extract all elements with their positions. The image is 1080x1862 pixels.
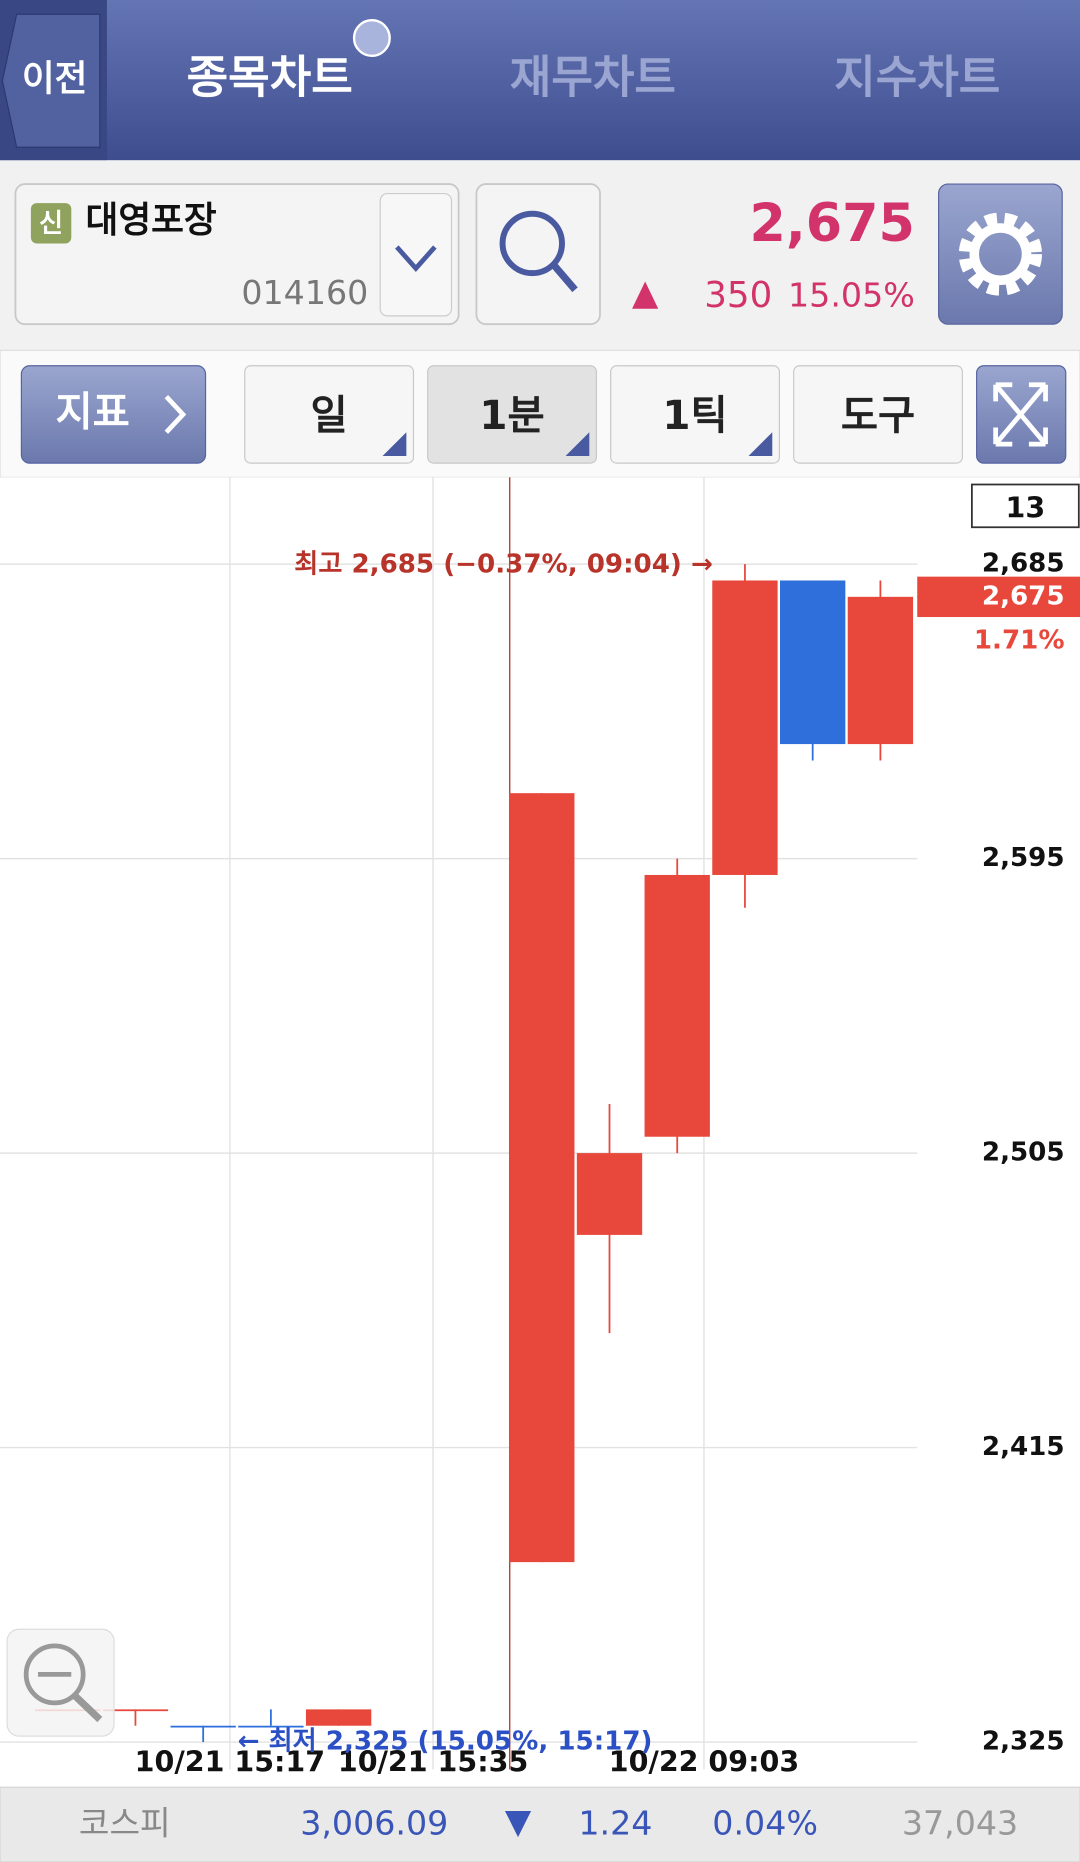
- period-button[interactable]: [793, 365, 963, 464]
- gear-icon: [958, 212, 1042, 296]
- candle-body: [576, 1153, 643, 1235]
- period-label[interactable]: 1분: [479, 392, 544, 439]
- search-icon: [550, 262, 578, 293]
- stock-code: 014160: [241, 273, 368, 312]
- max-annotation: 최고 2,685 (−0.37%, 09:04) →: [294, 550, 713, 580]
- y-tick-label: 2,415: [982, 1432, 1065, 1462]
- period-label[interactable]: 일: [311, 392, 348, 439]
- back-button[interactable]: [1, 13, 101, 148]
- count-box: [970, 483, 1080, 529]
- index-value: 3,006.09: [300, 1804, 448, 1843]
- gear-icon: [969, 223, 1032, 285]
- last-price-label: 2,675: [982, 581, 1065, 611]
- period-label[interactable]: 도구: [841, 392, 915, 439]
- up-arrow: [632, 281, 659, 309]
- fullscreen-icon: [993, 382, 1048, 447]
- toolbar-buttons: 일 1분 1틱 도구: [244, 365, 963, 464]
- sync-icon[interactable]: [352, 19, 391, 57]
- last-change-label: 1.71%: [974, 625, 1065, 655]
- index-volume: 37,043: [902, 1804, 1018, 1843]
- index-rate: 0.04%: [712, 1804, 818, 1843]
- candle-body: [238, 1725, 304, 1728]
- price-change: 350: [704, 275, 772, 316]
- footer: [0, 1786, 1080, 1862]
- x-tick-label: 10/21 15:35: [338, 1745, 528, 1778]
- x-tick-label: 10/22 09:03: [609, 1745, 799, 1778]
- chart: 2,325 2,415 2,505 2,595 2,685 10/21 15:17 10/2…: [0, 477, 1080, 1788]
- period-button[interactable]: [244, 365, 415, 464]
- zoom-icon: [72, 1693, 103, 1723]
- y-tick-label: 2,325: [982, 1727, 1065, 1757]
- candle-body: [847, 596, 914, 745]
- dropdown[interactable]: [379, 192, 453, 317]
- chevron: [164, 395, 187, 434]
- price-rate: 15.05%: [788, 275, 915, 314]
- period-button[interactable]: [610, 365, 780, 464]
- search-icon: [499, 210, 565, 277]
- search-button[interactable]: [475, 183, 601, 326]
- min-annotation: ← 최저 2,325 (15.05%, 15:17): [238, 1727, 653, 1757]
- tab-active[interactable]: 종목차트: [187, 51, 353, 104]
- candle-body: [305, 1709, 372, 1726]
- candle-body: [170, 1725, 236, 1728]
- price: 2,675: [750, 193, 915, 254]
- tab[interactable]: 지수차트: [834, 51, 1000, 104]
- indicator-label[interactable]: 지표: [56, 388, 130, 435]
- down-arrow: [504, 1810, 532, 1838]
- index-name: 코스피: [79, 1804, 171, 1843]
- count: 13: [1006, 491, 1046, 524]
- chevron: [395, 245, 437, 272]
- stock-selector[interactable]: [14, 183, 460, 326]
- x-tick-label: 10/21 15:17: [135, 1745, 325, 1778]
- tab[interactable]: 재무차트: [510, 51, 676, 104]
- y-tick-label: 2,505: [982, 1138, 1065, 1168]
- back-label[interactable]: 이전: [22, 59, 88, 100]
- candle-body: [102, 1709, 169, 1712]
- index-change: 1.24: [578, 1804, 652, 1843]
- last-price-tag: [917, 576, 1080, 618]
- corner-mark: [565, 432, 590, 456]
- stock-name: 대영포장: [86, 200, 217, 241]
- period-button[interactable]: [427, 365, 598, 464]
- settings-button[interactable]: [938, 183, 1063, 325]
- badge-label: 신: [39, 209, 63, 239]
- indicator-button[interactable]: [20, 365, 207, 464]
- y-tick-label: 2,595: [982, 843, 1065, 873]
- header-bar: [0, 0, 1080, 161]
- candle-body: [712, 580, 778, 875]
- zoom-icon: [23, 1643, 86, 1706]
- candle-body: [644, 874, 710, 1137]
- y-tick-label: 2,685: [982, 549, 1065, 579]
- badge: [30, 203, 72, 244]
- candle-body: [780, 580, 846, 745]
- candle-body: [509, 793, 575, 1563]
- period-label[interactable]: 1틱: [662, 392, 727, 439]
